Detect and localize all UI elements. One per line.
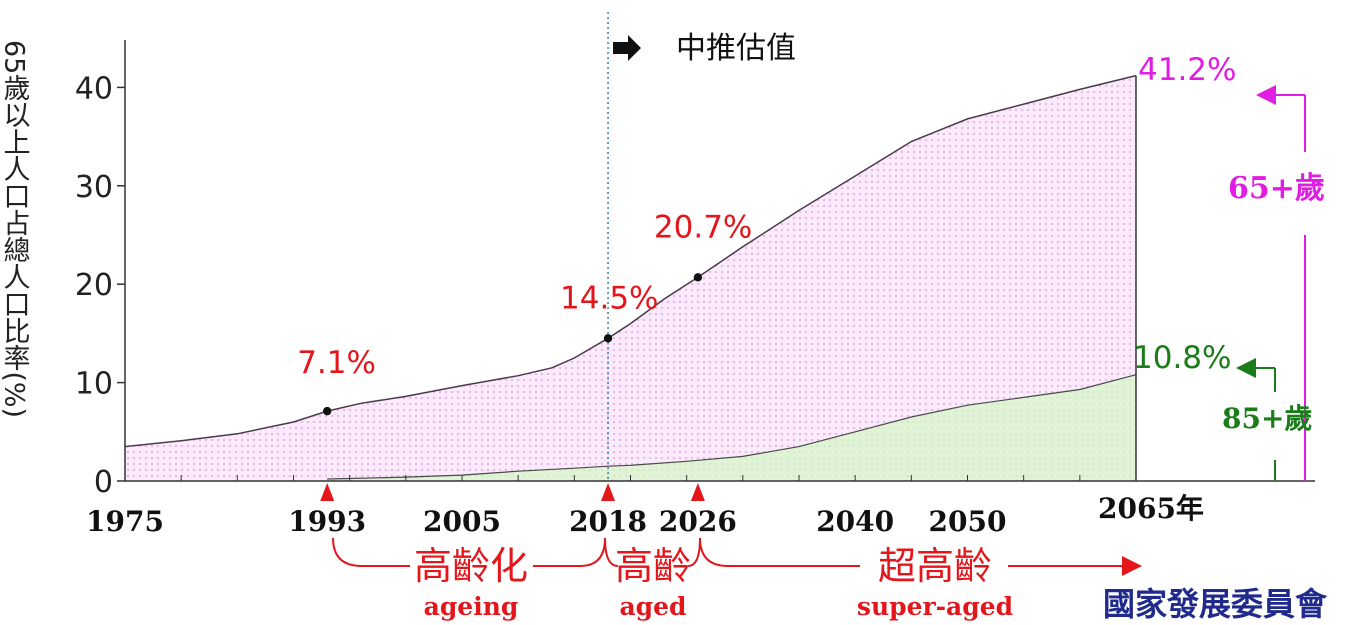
y-tick-label: 30: [75, 170, 113, 205]
data-point-dot: [323, 406, 332, 416]
stage-markers: [320, 483, 705, 501]
y-tick-label: 40: [75, 71, 113, 106]
stage-aged-en: aged: [619, 592, 686, 621]
end-label-85plus: 10.8%: [1133, 340, 1231, 376]
annotations: 7.1% 14.5% 20.7%: [297, 209, 752, 416]
stage-superaged-en: super-aged: [857, 592, 1013, 621]
x-tick-label-last: 2065年: [1098, 492, 1204, 525]
x-tick-labels: 1975 1993 2005 2018 2026 2040 2050 2065年: [86, 492, 1204, 538]
area-65plus: [125, 75, 1136, 481]
bracket-ageing-right: [533, 537, 606, 567]
stage-marker-triangle: [690, 483, 705, 501]
stage-marker-triangle: [601, 483, 616, 501]
y-ticks: 0 10 20 30 40: [75, 71, 125, 500]
stage-superaged-zh: 超高齡: [878, 544, 992, 588]
y-axis-label: 65歲以上人口占總人口比率(%): [0, 40, 30, 418]
stage-ageing-en: ageing: [424, 592, 519, 621]
bracket-aged-left: [604, 537, 619, 567]
data-point-label: 14.5%: [560, 280, 658, 316]
bracket-ageing-left: [332, 537, 410, 567]
y-tick-label: 10: [75, 367, 113, 402]
stage-ageing-zh: 高齡化: [414, 544, 528, 588]
stage-marker-triangle: [320, 483, 335, 501]
data-point-label: 20.7%: [654, 209, 752, 245]
series-label-65plus: 65+歲: [1228, 171, 1325, 206]
y-tick-label: 20: [75, 268, 113, 303]
source-label: 國家發展委員會: [1103, 585, 1328, 623]
x-tick-label: 2040: [816, 505, 894, 538]
data-point-dot: [693, 273, 703, 282]
projection-label: 中推估值: [676, 31, 796, 66]
stage-aged-zh: 高齡: [615, 544, 691, 588]
x-tick-label: 1993: [288, 505, 366, 538]
projection-arrow-icon: [613, 35, 641, 61]
x-tick-label: 2026: [659, 505, 737, 538]
line-85plus: [327, 374, 1137, 480]
x-tick-label: 2050: [929, 505, 1007, 538]
x-tick-label: 2018: [569, 505, 647, 538]
data-point-dot: [603, 334, 613, 343]
y-tick-label: 0: [94, 465, 113, 500]
data-point-label: 7.1%: [297, 345, 376, 381]
x-tick-label: 2005: [423, 505, 501, 538]
bracket-superaged-left: [699, 537, 860, 567]
x-tick-label: 1975: [86, 505, 164, 538]
series-label-85plus: 85+歲: [1222, 402, 1312, 435]
x-minor-ticks: [124, 475, 1137, 481]
area-85plus: [327, 374, 1136, 481]
end-label-65plus: 41.2%: [1138, 52, 1236, 88]
